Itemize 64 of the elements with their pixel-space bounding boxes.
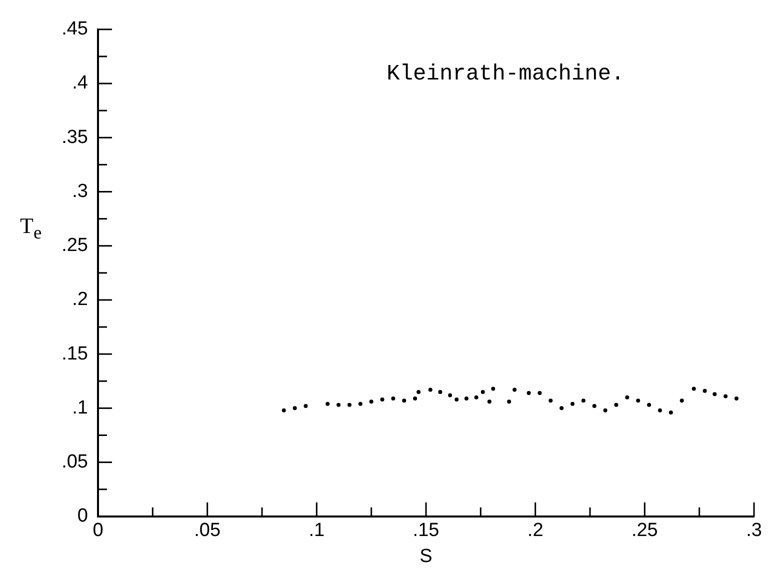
point [702, 388, 707, 393]
point [548, 398, 553, 403]
point [647, 402, 652, 407]
x-axis-title: S [420, 546, 432, 567]
point [474, 395, 478, 400]
point [680, 398, 684, 403]
y-tick-label: .4 [72, 72, 88, 94]
annotation: Kleinrath-machine. [386, 61, 624, 86]
x-tick-label: .25 [631, 520, 658, 542]
point [507, 400, 512, 404]
point [734, 396, 739, 400]
point [538, 391, 542, 396]
point [380, 398, 384, 402]
point [724, 394, 728, 398]
point [347, 402, 352, 407]
point [712, 392, 717, 396]
point [336, 402, 341, 407]
point [603, 408, 608, 412]
x-tick-label: .2 [527, 520, 544, 542]
point [668, 410, 673, 415]
y-tick-label: .15 [62, 343, 88, 364]
point [625, 395, 630, 400]
y-axis-title: T$_{e}$ [20, 213, 42, 244]
point [416, 390, 421, 394]
point [512, 388, 517, 392]
point [464, 396, 468, 400]
point [282, 408, 286, 412]
point [292, 406, 297, 410]
point [581, 398, 586, 403]
point [692, 386, 696, 391]
point [658, 408, 662, 412]
point [526, 391, 531, 396]
y-tick-label: .1 [72, 397, 88, 418]
x-tick-label: .15 [412, 520, 440, 542]
point [636, 398, 640, 403]
point [402, 398, 406, 403]
point [614, 402, 618, 407]
y-tick-label: .35 [62, 126, 88, 148]
y-tick-label: .25 [62, 235, 88, 256]
x-tick-label: .05 [194, 520, 221, 542]
point [480, 390, 485, 394]
point [438, 390, 442, 394]
y-tick-label: .3 [72, 180, 88, 202]
point [413, 396, 418, 400]
point [454, 398, 459, 402]
point [326, 402, 330, 406]
y-tick-label: .2 [72, 289, 88, 310]
point [428, 388, 432, 392]
point [304, 404, 308, 408]
point [369, 400, 374, 404]
point [570, 402, 575, 406]
x-tick-label: 0 [92, 520, 104, 542]
point [391, 396, 396, 400]
x-tick-label: .1 [308, 520, 325, 542]
point [491, 386, 496, 391]
y-tick-label: .05 [62, 452, 88, 473]
point [358, 402, 362, 406]
point [448, 393, 452, 398]
x-tick-label: .3 [746, 520, 762, 542]
y-tick-label: 0 [77, 506, 88, 527]
point [592, 404, 596, 408]
point [560, 406, 564, 410]
y-tick-label: .45 [62, 18, 88, 40]
point [487, 400, 492, 404]
